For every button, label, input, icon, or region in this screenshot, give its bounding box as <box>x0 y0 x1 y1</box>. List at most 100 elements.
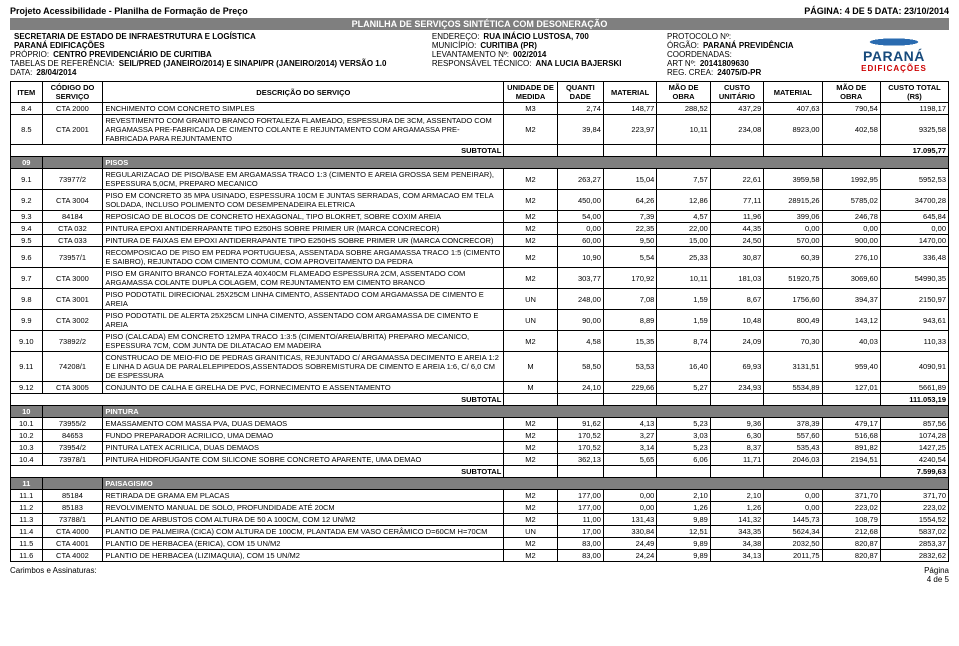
table-cell: 336,48 <box>880 247 948 268</box>
table-cell: 73788/1 <box>42 514 103 526</box>
table-cell: REVOLVIMENTO MANUAL DE SOLO, PROFUNDIDAD… <box>103 502 504 514</box>
table-cell: 9.5 <box>11 235 43 247</box>
table-cell: PINTURA HIDROFUGANTE COM SILICONE SOBRE … <box>103 454 504 466</box>
table-cell: 9.4 <box>11 223 43 235</box>
table-cell: 11.5 <box>11 538 43 550</box>
table-cell: 170,92 <box>603 268 656 289</box>
table-cell: 7,08 <box>603 289 656 310</box>
table-cell: 8,37 <box>710 442 763 454</box>
header-value: 002/2014 <box>513 50 546 59</box>
table-cell: 51920,75 <box>764 268 822 289</box>
col-header: MÃO DE OBRA <box>657 82 710 103</box>
table-row: 9.5CTA 033PINTURA DE FAIXAS EM EPOXI ANT… <box>11 235 949 247</box>
table-cell: 246,78 <box>822 211 880 223</box>
table-cell: 1,59 <box>657 310 710 331</box>
subtotal-row: SUBTOTAL111.053,19 <box>11 394 949 406</box>
table-cell: 73892/2 <box>42 331 103 352</box>
table-cell: 73955/2 <box>42 418 103 430</box>
table-cell: 0,00 <box>880 223 948 235</box>
header-value: RUA INÁCIO LUSTOSA, 700 <box>483 32 588 41</box>
table-cell: EMASSAMENTO COM MASSA PVA, DUAS DEMAOS <box>103 418 504 430</box>
table-cell: 9.3 <box>11 211 43 223</box>
table-cell: 900,00 <box>822 235 880 247</box>
table-cell: CONSTRUCAO DE MEIO-FIO DE PEDRAS GRANITI… <box>103 352 504 382</box>
table-row: 9.173977/2REGULARIZACAO DE PISO/BASE EM … <box>11 169 949 190</box>
table-cell: 857,56 <box>880 418 948 430</box>
table-cell: 402,58 <box>822 115 880 145</box>
table-cell: 28915,26 <box>764 190 822 211</box>
table-cell: M <box>504 352 557 382</box>
table-cell: 407,63 <box>764 103 822 115</box>
table-cell: 11,00 <box>557 514 603 526</box>
table-cell: 7,39 <box>603 211 656 223</box>
header-value: 20141809630 <box>700 59 749 68</box>
table-cell: 2832,62 <box>880 550 948 562</box>
table-cell: 343,35 <box>710 526 763 538</box>
table-cell: 141,32 <box>710 514 763 526</box>
table-cell: 10,48 <box>710 310 763 331</box>
col-header: MATERIAL <box>603 82 656 103</box>
table-cell: 64,26 <box>603 190 656 211</box>
table-row: 10.473978/1PINTURA HIDROFUGANTE COM SILI… <box>11 454 949 466</box>
table-cell: 11.4 <box>11 526 43 538</box>
table-cell: PISO (CALCADA) EM CONCRETO 12MPA TRACO 1… <box>103 331 504 352</box>
table-cell: 74208/1 <box>42 352 103 382</box>
table-cell: 2046,03 <box>764 454 822 466</box>
header-label: PROTOCOLO Nº: <box>667 32 731 41</box>
table-cell: 378,39 <box>764 418 822 430</box>
table-cell: 8,74 <box>657 331 710 352</box>
table-cell: 223,02 <box>880 502 948 514</box>
header-grid: SECRETARIA DE ESTADO DE INFRAESTRUTURA E… <box>10 32 949 77</box>
table-cell: 73977/2 <box>42 169 103 190</box>
table-cell: 131,43 <box>603 514 656 526</box>
table-cell: 800,49 <box>764 310 822 331</box>
table-cell: 1,26 <box>710 502 763 514</box>
table-cell: 5837,02 <box>880 526 948 538</box>
table-cell: 9.12 <box>11 382 43 394</box>
table-cell: 0,00 <box>822 223 880 235</box>
header-label: DATA: <box>10 68 32 77</box>
table-cell: 11,96 <box>710 211 763 223</box>
table-cell: 12,51 <box>657 526 710 538</box>
table-cell: M2 <box>504 514 557 526</box>
table-cell: 24,49 <box>603 538 656 550</box>
table-cell: 69,93 <box>710 352 763 382</box>
table-cell: CTA 032 <box>42 223 103 235</box>
table-row: 9.384184REPOSICAO DE BLOCOS DE CONCRETO … <box>11 211 949 223</box>
table-cell: 10.4 <box>11 454 43 466</box>
table-cell: 5785,02 <box>822 190 880 211</box>
table-row: 9.4CTA 032PINTURA EPOXI ANTIDERRAPANTE T… <box>11 223 949 235</box>
table-cell: PLANTIO DE HERBACEA (LIZIMAQUIA), COM 15… <box>103 550 504 562</box>
table-cell: 516,68 <box>822 430 880 442</box>
table-cell: 437,29 <box>710 103 763 115</box>
table-cell: PLANTIO DE ARBUSTOS COM ALTURA DE 50 A 1… <box>103 514 504 526</box>
table-cell: 12,86 <box>657 190 710 211</box>
table-cell: 108,79 <box>822 514 880 526</box>
table-cell: 30,87 <box>710 247 763 268</box>
table-cell: 4090,91 <box>880 352 948 382</box>
header-label: ENDEREÇO: <box>432 32 480 41</box>
table-cell: PINTURA DE FAIXAS EM EPOXI ANTIDERRAPANT… <box>103 235 504 247</box>
subtotal-row: SUBTOTAL17.095,77 <box>11 145 949 157</box>
col-header: ITEM <box>11 82 43 103</box>
col-header: QUANTI DADE <box>557 82 603 103</box>
table-cell: 85184 <box>42 490 103 502</box>
table-cell: 9,50 <box>603 235 656 247</box>
table-cell: 84653 <box>42 430 103 442</box>
table-cell: 5,27 <box>657 382 710 394</box>
table-cell: 2150,97 <box>880 289 948 310</box>
table-cell: 7,57 <box>657 169 710 190</box>
table-cell: 2,10 <box>710 490 763 502</box>
table-cell: 234,08 <box>710 115 763 145</box>
table-cell: M2 <box>504 454 557 466</box>
table-cell: 91,62 <box>557 418 603 430</box>
table-cell: 40,03 <box>822 331 880 352</box>
table-cell: 10,11 <box>657 115 710 145</box>
table-cell: UN <box>504 310 557 331</box>
table-cell: 39,84 <box>557 115 603 145</box>
table-cell: PINTURA EPOXI ANTIDERRAPANTE TIPO E250HS… <box>103 223 504 235</box>
table-cell: 1470,00 <box>880 235 948 247</box>
header-label: LEVANTAMENTO Nº: <box>432 50 509 59</box>
table-cell: 11,71 <box>710 454 763 466</box>
table-cell: 16,40 <box>657 352 710 382</box>
